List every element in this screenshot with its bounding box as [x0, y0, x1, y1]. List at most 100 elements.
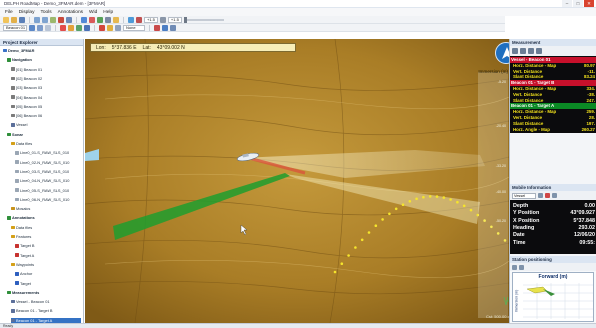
zoom-out-icon[interactable] [42, 16, 48, 23]
delete-icon[interactable] [154, 24, 160, 31]
waypoint-dot [381, 218, 384, 221]
main-toolbar: +1.5 +1.5 [0, 16, 505, 24]
grid-icon[interactable] [97, 16, 103, 23]
tree-item[interactable]: Data files [11, 141, 81, 146]
sonar-map-view[interactable] [85, 39, 509, 323]
tree-item[interactable]: [04] Beacon 04 [11, 95, 81, 100]
layer-icon[interactable] [81, 16, 87, 23]
mobile-add-icon[interactable] [538, 193, 543, 198]
tree-item[interactable]: Anchor [15, 271, 81, 276]
measurement-key: Horz. Distance - Map [513, 86, 557, 91]
color-map-icon[interactable] [99, 24, 105, 31]
tree-item[interactable]: [06] Beacon 06 [11, 113, 81, 118]
measurement-value: 260.27 [581, 126, 595, 132]
station-pan-icon[interactable] [519, 264, 524, 270]
export-measure-icon[interactable] [536, 48, 542, 54]
mobile-settings-icon[interactable] [552, 193, 557, 198]
tree-item[interactable]: Line0_05-S_RAW_SLS_010 [15, 188, 81, 193]
tree-item[interactable]: Mosaics [11, 206, 81, 211]
vessel-icon[interactable] [236, 152, 260, 163]
measure-icon[interactable] [105, 16, 111, 23]
display-mode-combo[interactable]: None [123, 24, 145, 31]
tree-item[interactable]: Data files [11, 225, 81, 230]
delete-measure-icon[interactable] [528, 48, 534, 54]
tree-item[interactable]: Beacon 01 - Target B [11, 308, 81, 313]
tree-item[interactable]: Sonar [7, 132, 81, 137]
measurement-group[interactable]: Vessel - Beacon 01 [510, 57, 596, 63]
step-icon[interactable] [37, 24, 43, 31]
menu-tools[interactable]: Tools [40, 9, 52, 15]
stop-icon[interactable] [60, 24, 66, 31]
tree-item[interactable]: Line0_03-S_RAW_SLS_010 [15, 169, 81, 174]
flag-icon[interactable] [68, 24, 74, 31]
ship-icon[interactable] [84, 24, 90, 31]
save-icon[interactable] [19, 16, 25, 23]
refresh-icon[interactable] [162, 24, 168, 31]
pan-icon[interactable] [50, 16, 56, 23]
tree-item[interactable]: Demo_3FMAR [3, 48, 81, 53]
measurement-group[interactable]: Beacon 01 - Target B [510, 80, 596, 86]
measurement-value: 83.24 [584, 74, 595, 80]
play-icon[interactable] [29, 24, 35, 31]
maximize-button[interactable]: □ [573, 0, 583, 7]
tree-item[interactable]: [02] Beacon 02 [11, 76, 81, 81]
tree-item[interactable]: Target A [15, 253, 81, 258]
tree-item[interactable]: Line0_04-N_RAW_SLS_010 [15, 178, 81, 183]
contrast-slider[interactable] [183, 16, 224, 23]
tree-item[interactable]: Line0_06-N_RAW_SLS_010 [15, 197, 81, 202]
forward-vessel-marker [543, 289, 555, 296]
tree-item[interactable]: Target B [15, 243, 81, 248]
ruler-icon[interactable] [66, 16, 72, 23]
tree-item[interactable]: Features [11, 234, 81, 239]
sonar-icon[interactable] [128, 16, 134, 23]
menu-display[interactable]: Display [18, 9, 35, 15]
tree-item[interactable]: Line0_01-S_RAW_SLS_010 [15, 150, 81, 155]
track-icon[interactable] [45, 24, 51, 31]
tree-item[interactable]: Line0_02-N_RAW_SLS_010 [15, 160, 81, 165]
brightness-icon[interactable] [107, 24, 113, 31]
station-zoom-icon[interactable] [512, 264, 517, 270]
sonar-mosaic-image[interactable] [85, 39, 509, 323]
minimize-button[interactable]: – [562, 0, 572, 7]
mobile-select[interactable]: Vessel [512, 192, 536, 199]
zoom-in-icon[interactable] [34, 16, 40, 23]
new-file-icon[interactable] [3, 16, 9, 23]
tree-item[interactable]: Measurements [7, 290, 81, 295]
mobile-info-row: Time 09:55: [510, 240, 596, 247]
new-measure-icon[interactable] [512, 48, 518, 54]
palette-icon[interactable] [159, 16, 166, 23]
close-button[interactable]: ✕ [584, 0, 594, 7]
tree-item[interactable]: Vessel - Beacon 01 [11, 299, 81, 304]
record-icon[interactable] [136, 16, 142, 23]
edit-measure-icon[interactable] [520, 48, 526, 54]
menu-annotations[interactable]: Annotations [57, 9, 84, 15]
slider-thumb[interactable] [183, 16, 187, 23]
tree-item[interactable]: Annotations [7, 215, 81, 220]
tree-item[interactable]: [03] Beacon 03 [11, 85, 81, 90]
range-combo[interactable]: +1.5 [167, 16, 182, 23]
tree-item[interactable]: Waypoints [11, 262, 81, 267]
tree-item[interactable]: Vessel [11, 122, 81, 127]
tree-item[interactable]: [01] Beacon 01 [11, 67, 81, 72]
menu-wid[interactable]: Wid [89, 9, 98, 15]
menu-help[interactable]: Help [103, 9, 114, 15]
measurement-group[interactable]: Beacon 01 - Target A [510, 103, 596, 109]
tree-item[interactable]: [05] Beacon 05 [11, 104, 81, 109]
mobile-info-value: 09:55: [579, 239, 595, 246]
mobile-remove-icon[interactable] [545, 193, 550, 198]
open-folder-icon[interactable] [11, 16, 17, 23]
marker-icon[interactable] [89, 16, 95, 23]
tree-item[interactable]: Navigation [7, 57, 81, 62]
beacon-combo[interactable]: Beacon 01 [3, 24, 27, 31]
filter-icon[interactable] [115, 24, 121, 31]
tree-item[interactable]: Target [15, 281, 81, 286]
tree-item[interactable]: Beacon 01 - Target A [11, 317, 81, 323]
menu-file[interactable]: File [5, 9, 13, 15]
measurement-value: -38. [587, 91, 595, 97]
measurement-value: 259. [586, 109, 595, 115]
gain-combo[interactable]: +1.5 [144, 16, 158, 23]
settings-icon[interactable] [170, 24, 176, 31]
target-icon[interactable] [58, 16, 64, 23]
route-icon[interactable] [76, 24, 82, 31]
annotate-icon[interactable] [113, 16, 119, 23]
